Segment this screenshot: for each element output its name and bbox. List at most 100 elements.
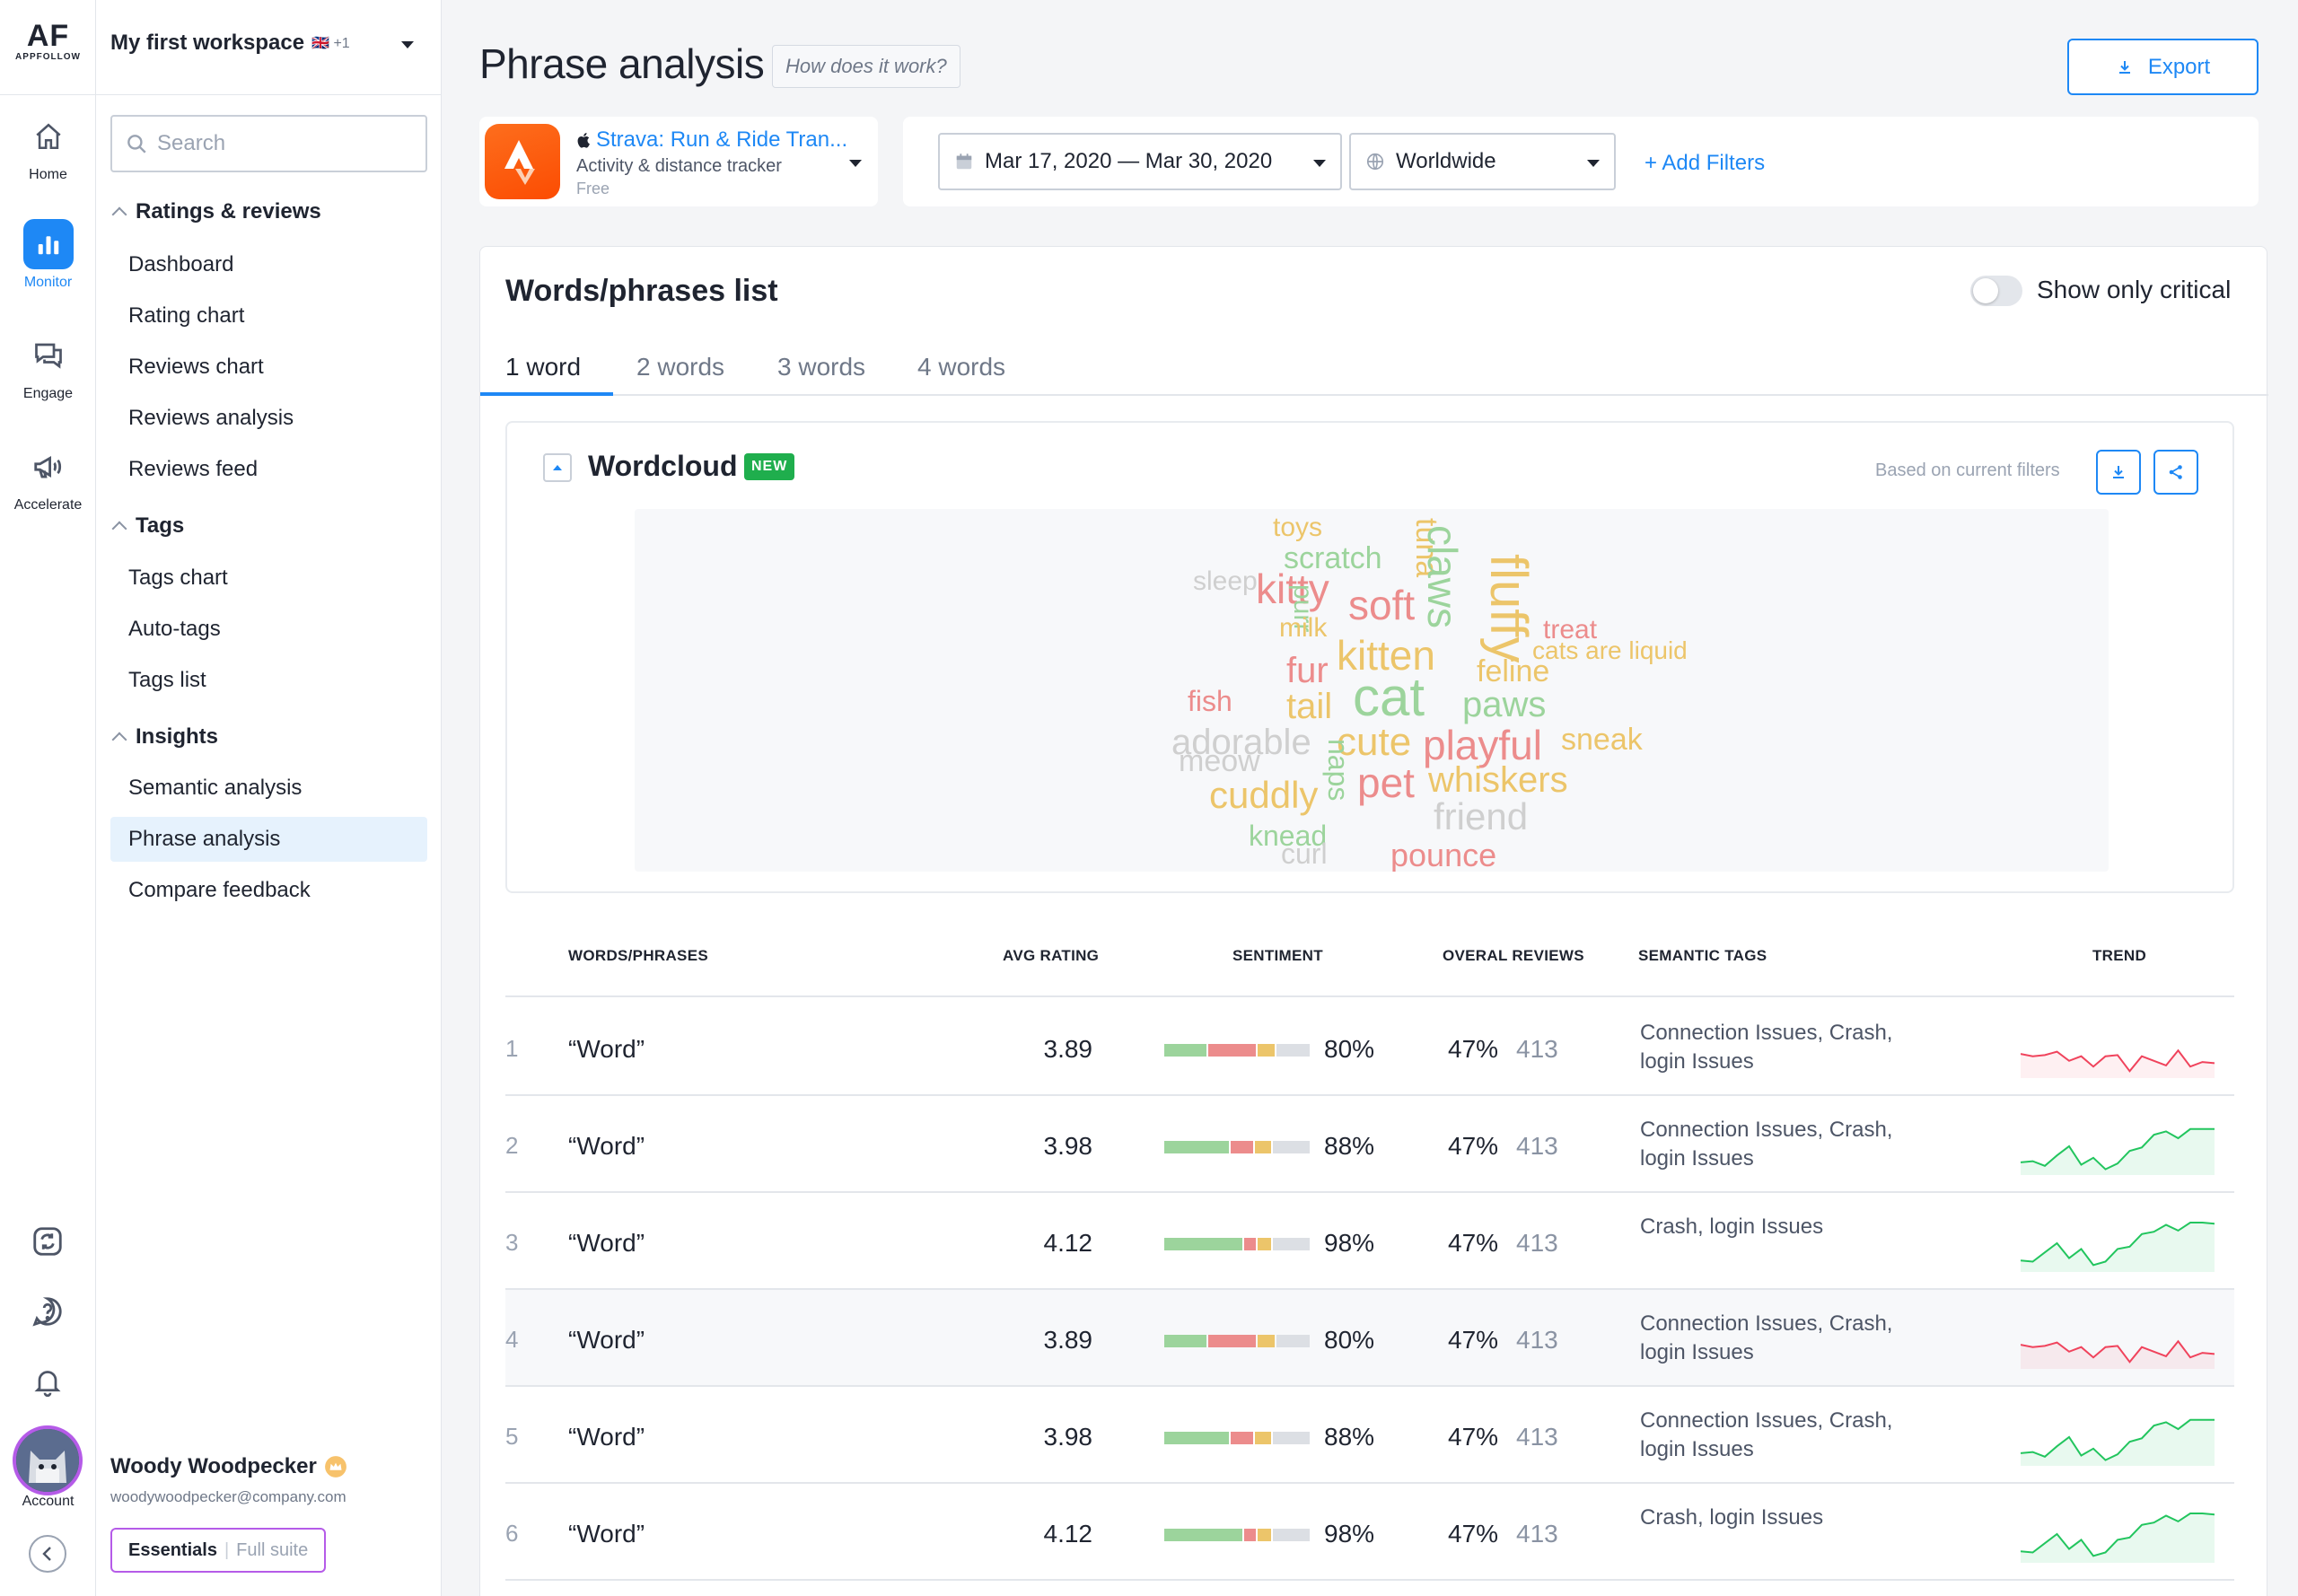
sentiment-bar — [1164, 1335, 1310, 1347]
caret-down-icon[interactable] — [401, 41, 414, 48]
share-icon — [2169, 465, 2182, 479]
wordcloud-word[interactable]: pounce — [1390, 837, 1497, 872]
tab-2-words[interactable]: 2 words — [636, 353, 725, 381]
wordcloud-word[interactable]: fluffy — [1479, 554, 1538, 663]
region-select[interactable]: Worldwide — [1349, 133, 1616, 190]
wordcloud-word[interactable]: claws — [1419, 525, 1466, 629]
plan-badge[interactable]: Essentials | Full suite — [110, 1528, 327, 1573]
wordcloud-word[interactable]: whiskers — [1428, 760, 1568, 800]
wordcloud-word[interactable]: feline — [1477, 654, 1550, 688]
wordcloud-word[interactable]: sneak — [1561, 723, 1643, 757]
download-wordcloud-button[interactable] — [2096, 450, 2141, 495]
add-filters-button[interactable]: + Add Filters — [1645, 151, 1766, 175]
column-header-sentiment[interactable]: SENTIMENT — [1232, 947, 1323, 964]
wordcloud-word[interactable]: tail — [1286, 687, 1333, 726]
row-reviews-count: 413 — [1516, 1035, 1558, 1063]
integrations-icon[interactable] — [23, 1217, 72, 1266]
app-name-text: Strava: Run & Ride Tran... — [596, 127, 848, 152]
row-sentiment: 98% — [1324, 1229, 1375, 1257]
row-sentiment: 98% — [1324, 1520, 1375, 1548]
wordcloud-word[interactable]: naps — [1322, 739, 1355, 802]
tab-1-word[interactable]: 1 word — [505, 353, 582, 381]
table-row[interactable]: 2 “Word” 3.98 88% 47% 413 Connection Iss… — [505, 1096, 2234, 1193]
wordcloud-word[interactable]: kitty — [1256, 566, 1329, 612]
sidebar-item-reviews-chart[interactable]: Reviews chart — [128, 355, 264, 379]
export-button[interactable]: Export — [2067, 39, 2259, 95]
rail-item-accelerate[interactable]: Accelerate — [0, 442, 96, 513]
sidebar-item-semantic-analysis[interactable]: Semantic analysis — [128, 776, 303, 800]
wordcloud-word[interactable]: scratch — [1284, 541, 1382, 575]
wordcloud-word[interactable]: playful — [1423, 722, 1542, 768]
tab-3-words[interactable]: 3 words — [777, 353, 866, 381]
sidebar-item-reviews-analysis[interactable]: Reviews analysis — [128, 406, 294, 430]
sidebar-item-phrase-analysis[interactable]: Phrase analysis — [110, 817, 427, 862]
show-only-critical-toggle[interactable] — [1970, 276, 2022, 306]
wordcloud-word[interactable]: treat — [1543, 615, 1598, 645]
sidebar-item-auto-tags[interactable]: Auto-tags — [128, 617, 221, 641]
wordcloud-word[interactable]: meow — [1179, 744, 1260, 778]
help-icon[interactable] — [23, 1287, 72, 1336]
avatar[interactable] — [13, 1425, 83, 1495]
bell-icon[interactable] — [23, 1357, 72, 1406]
collapse-wordcloud-button[interactable] — [543, 453, 572, 482]
section-insights[interactable]: Insights — [111, 724, 218, 750]
sentiment-segment — [1276, 1335, 1310, 1347]
how-it-works-link[interactable]: How does it work? — [772, 45, 960, 88]
search-input[interactable] — [157, 131, 417, 156]
column-header-semantic-tags[interactable]: SEMANTIC TAGS — [1638, 947, 1767, 964]
wordcloud-word[interactable]: knead — [1249, 820, 1328, 852]
wordcloud-word[interactable]: fish — [1188, 685, 1232, 717]
collapse-sidebar-button[interactable] — [29, 1535, 66, 1573]
trend-line — [2021, 1513, 2215, 1557]
wordcloud-word[interactable]: soft — [1348, 582, 1416, 628]
rail-item-home[interactable]: Home — [0, 111, 96, 183]
column-header-avg-rating[interactable]: AVG RATING — [1003, 947, 1100, 964]
row-semantic-tags: Connection Issues, Crash, login Issues — [1640, 1408, 1893, 1461]
column-header-phrases[interactable]: WORDS/PHRASES — [568, 947, 708, 964]
sidebar-item-compare-feedback[interactable]: Compare feedback — [128, 878, 311, 902]
row-sentiment: 88% — [1324, 1423, 1375, 1451]
table-row[interactable]: 1 “Word” 3.89 80% 47% 413 Connection Iss… — [505, 999, 2234, 1096]
wordcloud-word[interactable]: cats are liquid — [1532, 636, 1688, 664]
wordcloud-word[interactable]: pet — [1357, 759, 1415, 806]
row-index: 6 — [505, 1520, 519, 1547]
sidebar-item-tags-chart[interactable]: Tags chart — [128, 566, 228, 590]
sidebar-item-tags-list[interactable]: Tags list — [128, 668, 206, 692]
section-ratings-reviews[interactable]: Ratings & reviews — [111, 199, 321, 224]
app-selector[interactable]: Strava: Run & Ride Tran... Activity & di… — [479, 117, 878, 206]
sentiment-segment — [1164, 1529, 1243, 1541]
appfollow-logo[interactable]: AF APPFOLLOW — [0, 20, 96, 62]
user-name: Woody Woodpecker — [110, 1454, 347, 1479]
wordcloud-word[interactable]: paws — [1462, 685, 1547, 724]
workspace-switcher[interactable]: My first workspace 🇬🇧 +1 — [110, 31, 350, 56]
wordcloud-word[interactable]: cute — [1337, 720, 1412, 764]
wordcloud-word[interactable]: curl — [1281, 837, 1328, 870]
wordcloud-word[interactable]: milk — [1279, 613, 1328, 643]
table-row[interactable]: 5 “Word” 3.98 88% 47% 413 Connection Iss… — [505, 1387, 2234, 1484]
sidebar-item-reviews-feed[interactable]: Reviews feed — [128, 457, 259, 481]
section-title: Tags — [136, 513, 185, 538]
wordcloud-word[interactable]: sleep — [1193, 566, 1258, 596]
row-reviews-count: 413 — [1516, 1423, 1558, 1451]
section-tags[interactable]: Tags — [111, 513, 185, 539]
table-row[interactable]: 4 “Word” 3.89 80% 47% 413 Connection Iss… — [505, 1290, 2234, 1387]
wordcloud-word[interactable]: friend — [1434, 795, 1529, 837]
wordcloud-word[interactable]: adorable — [1171, 723, 1311, 762]
rail-item-monitor[interactable]: Monitor — [0, 219, 96, 291]
tab-4-words[interactable]: 4 words — [917, 353, 1006, 381]
column-header-trend[interactable]: TREND — [2092, 947, 2147, 964]
sidebar-item-rating-chart[interactable]: Rating chart — [128, 303, 245, 328]
rail-item-engage[interactable]: Engage — [0, 330, 96, 402]
wordcloud-word[interactable]: cat — [1353, 667, 1425, 727]
share-wordcloud-button[interactable] — [2153, 450, 2198, 495]
wordcloud-word[interactable]: toys — [1273, 513, 1323, 542]
date-range-select[interactable]: Mar 17, 2020 — Mar 30, 2020 — [938, 133, 1342, 190]
column-header-overall-reviews[interactable]: OVERAL REVIEWS — [1443, 947, 1584, 964]
row-phrase: “Word” — [568, 1035, 645, 1063]
wordcloud-word[interactable]: cuddly — [1209, 774, 1319, 816]
table-row[interactable]: 6 “Word” 4.12 98% 47% 413 Crash, login I… — [505, 1484, 2234, 1581]
wordcloud-word[interactable]: fur — [1286, 651, 1329, 690]
sidebar-item-dashboard[interactable]: Dashboard — [128, 252, 234, 276]
wordcloud-word[interactable]: kitten — [1337, 632, 1435, 679]
table-row[interactable]: 3 “Word” 4.12 98% 47% 413 Crash, login I… — [505, 1193, 2234, 1290]
